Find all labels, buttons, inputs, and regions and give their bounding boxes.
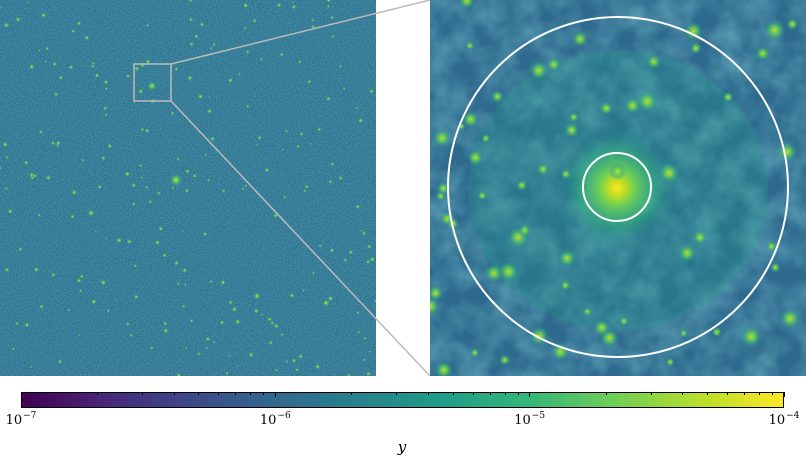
colorbar-minor-tick xyxy=(682,392,684,395)
colorbar-tick-mark xyxy=(274,392,276,397)
colorbar-tick-label: 10−4 xyxy=(768,411,800,428)
colorbar-minor-tick xyxy=(472,392,474,395)
colorbar-tick-mark xyxy=(20,392,22,397)
colorbar-minor-tick xyxy=(198,392,200,395)
colorbar-minor-tick xyxy=(771,392,773,395)
colorbar-minor-tick xyxy=(605,392,607,395)
colorbar-minor-tick xyxy=(504,392,506,395)
colorbar-minor-tick xyxy=(452,392,454,395)
colorbar-tick-label: 10−5 xyxy=(514,411,546,428)
colorbar-minor-tick xyxy=(351,392,353,395)
colorbar-minor-tick xyxy=(250,392,252,395)
colorbar-minor-tick xyxy=(758,392,760,395)
colorbar-minor-tick xyxy=(97,392,99,395)
full-field-map xyxy=(0,0,376,376)
colorbar-minor-tick xyxy=(727,392,729,395)
colorbar-tick-mark xyxy=(529,392,531,397)
colorbar-minor-tick xyxy=(650,392,652,395)
inner-aperture-circle xyxy=(582,152,652,222)
colorbar-tick-label: 10−7 xyxy=(5,411,37,428)
colorbar-tick-mark xyxy=(783,392,785,397)
zoomed-cluster-map xyxy=(430,0,806,376)
colorbar-minor-tick xyxy=(141,392,143,395)
colorbar-axis-label: y xyxy=(397,438,407,456)
colorbar xyxy=(21,392,784,408)
colorbar-minor-tick xyxy=(396,392,398,395)
colorbar-minor-tick xyxy=(235,392,237,395)
colorbar-minor-tick xyxy=(744,392,746,395)
colorbar-minor-tick xyxy=(263,392,265,395)
colorbar-tick-label: 10−6 xyxy=(259,411,291,428)
colorbar-minor-tick xyxy=(218,392,220,395)
colorbar-minor-tick xyxy=(706,392,708,395)
outer-aperture-circle xyxy=(447,16,789,358)
colorbar-minor-tick xyxy=(427,392,429,395)
colorbar-minor-tick xyxy=(173,392,175,395)
colorbar-minor-tick xyxy=(517,392,519,395)
colorbar-minor-tick xyxy=(489,392,491,395)
